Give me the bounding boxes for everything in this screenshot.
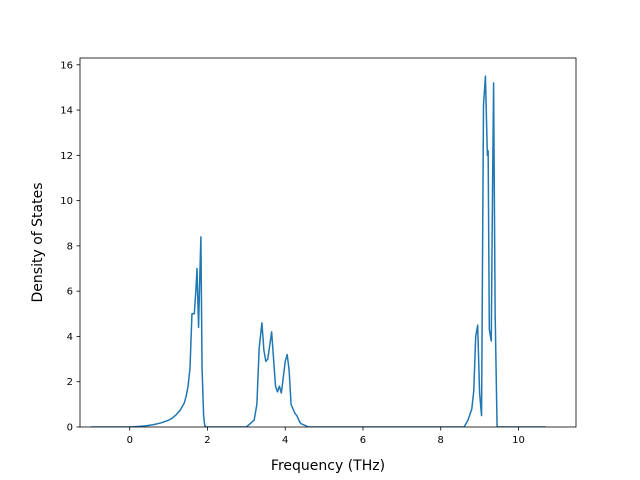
axes: 0 2 4 6 8 10 0 2 4 6 8 10 12 14 16	[60, 57, 577, 446]
y-axis-label: Density of States	[30, 183, 46, 303]
x-axis-label: Frequency (THz)	[271, 458, 385, 474]
y-tick-label: 8	[67, 241, 73, 252]
series-line-0	[90, 75, 546, 427]
y-tick-label: 4	[67, 332, 73, 343]
axes-frame	[79, 57, 577, 428]
plot-area	[90, 75, 546, 427]
y-tick-label: 6	[67, 287, 73, 298]
x-tick-label: 8	[438, 435, 444, 446]
y-tick-label: 0	[67, 423, 73, 434]
y-tick-label: 2	[67, 377, 73, 388]
y-tick-label: 16	[60, 60, 73, 71]
y-tick-label: 10	[60, 196, 73, 207]
x-tick-label: 6	[360, 435, 366, 446]
y-tick-label: 14	[60, 106, 73, 117]
x-tick-label: 2	[204, 435, 210, 446]
y-tick-label: 12	[60, 151, 73, 162]
x-tick-label: 0	[127, 435, 133, 446]
x-tick-label: 10	[512, 435, 525, 446]
x-tick-label: 4	[282, 435, 288, 446]
